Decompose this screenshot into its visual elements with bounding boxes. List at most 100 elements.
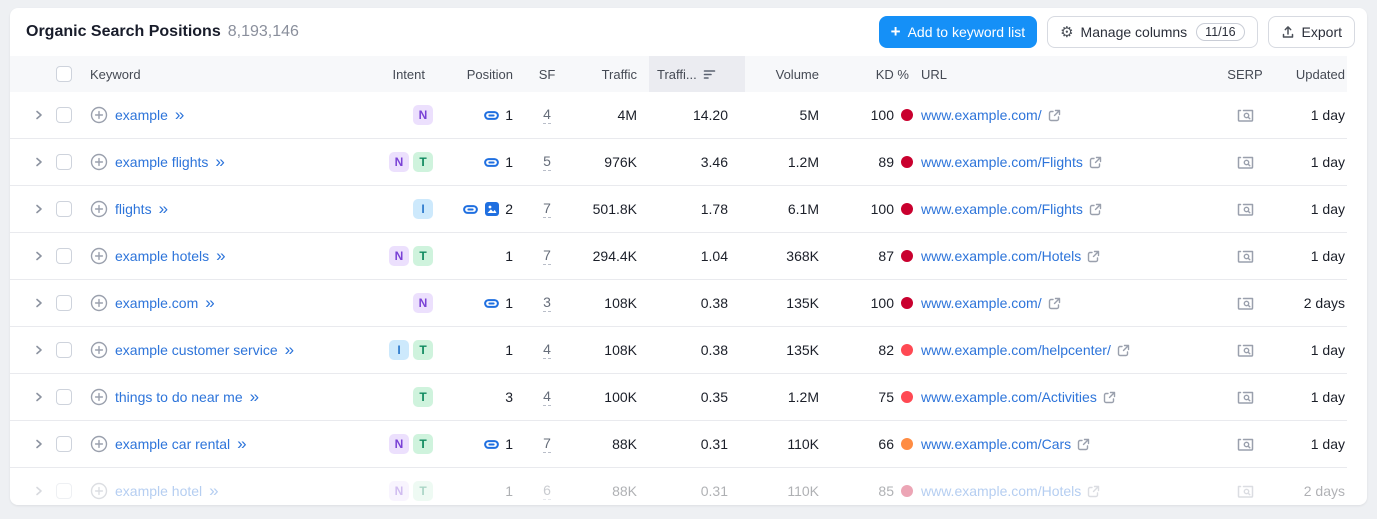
keyword-link[interactable]: example customer service bbox=[115, 342, 278, 358]
expand-chevron-icon[interactable] bbox=[34, 391, 44, 403]
serp-preview-icon[interactable] bbox=[1237, 202, 1254, 217]
expand-chevron-icon[interactable] bbox=[34, 109, 44, 121]
add-keyword-icon[interactable] bbox=[90, 247, 108, 265]
column-header-keyword[interactable]: Keyword bbox=[90, 66, 141, 82]
url-link[interactable]: www.example.com/helpcenter/ bbox=[921, 342, 1111, 358]
row-checkbox[interactable] bbox=[56, 201, 72, 217]
external-link-icon[interactable] bbox=[1117, 344, 1130, 357]
add-keyword-icon[interactable] bbox=[90, 435, 108, 453]
keyword-link[interactable]: things to do near me bbox=[115, 389, 243, 405]
external-link-icon[interactable] bbox=[1087, 485, 1100, 498]
expand-chevron-icon[interactable] bbox=[34, 438, 44, 450]
sf-value[interactable]: 3 bbox=[543, 294, 551, 312]
position-value: 3 bbox=[505, 389, 513, 405]
double-chevron-icon[interactable]: » bbox=[237, 435, 247, 453]
manage-columns-button[interactable]: ⚙ Manage columns 11/16 bbox=[1047, 16, 1258, 48]
kd-dot bbox=[901, 203, 913, 215]
double-chevron-icon[interactable]: » bbox=[284, 341, 295, 359]
double-chevron-icon[interactable]: » bbox=[215, 153, 225, 171]
double-chevron-icon[interactable]: » bbox=[158, 200, 169, 218]
add-keyword-icon[interactable] bbox=[90, 482, 108, 500]
keyword-link[interactable]: example hotel bbox=[115, 483, 203, 499]
add-keyword-icon[interactable] bbox=[90, 106, 108, 124]
keyword-link[interactable]: example car rental bbox=[115, 436, 231, 452]
sf-value[interactable]: 7 bbox=[543, 435, 551, 453]
traffic-percent-value: 0.35 bbox=[700, 389, 728, 405]
external-link-icon[interactable] bbox=[1048, 109, 1061, 122]
add-keyword-icon[interactable] bbox=[90, 200, 108, 218]
sf-value[interactable]: 6 bbox=[543, 482, 551, 500]
sf-value[interactable]: 4 bbox=[543, 388, 551, 406]
add-to-keyword-list-button[interactable]: + Add to keyword list bbox=[878, 16, 1038, 48]
external-link-icon[interactable] bbox=[1087, 250, 1100, 263]
double-chevron-icon[interactable]: » bbox=[249, 388, 260, 406]
double-chevron-icon[interactable]: » bbox=[216, 247, 226, 265]
external-link-icon[interactable] bbox=[1089, 203, 1102, 216]
keyword-link[interactable]: flights bbox=[115, 201, 152, 217]
expand-chevron-icon[interactable] bbox=[34, 297, 44, 309]
column-header-volume[interactable]: Volume bbox=[775, 66, 819, 82]
row-checkbox[interactable] bbox=[56, 389, 72, 405]
serp-preview-icon[interactable] bbox=[1237, 296, 1254, 311]
row-checkbox[interactable] bbox=[56, 483, 72, 499]
select-all-checkbox[interactable] bbox=[56, 66, 72, 82]
row-checkbox[interactable] bbox=[56, 248, 72, 264]
sf-value[interactable]: 7 bbox=[543, 247, 551, 265]
column-header-updated[interactable]: Updated bbox=[1295, 66, 1345, 82]
serp-preview-icon[interactable] bbox=[1237, 343, 1254, 358]
export-button[interactable]: Export bbox=[1267, 16, 1355, 48]
row-checkbox[interactable] bbox=[56, 154, 72, 170]
column-header-intent[interactable]: Intent bbox=[392, 66, 425, 82]
add-keyword-icon[interactable] bbox=[90, 388, 108, 406]
row-checkbox[interactable] bbox=[56, 342, 72, 358]
expand-chevron-icon[interactable] bbox=[34, 485, 44, 497]
serp-preview-icon[interactable] bbox=[1237, 108, 1254, 123]
column-header-traffic-percent[interactable]: Traffi... bbox=[649, 56, 745, 92]
url-link[interactable]: www.example.com/ bbox=[921, 295, 1042, 311]
url-link[interactable]: www.example.com/Flights bbox=[921, 201, 1083, 217]
column-header-url[interactable]: URL bbox=[921, 66, 948, 82]
expand-chevron-icon[interactable] bbox=[34, 250, 44, 262]
serp-preview-icon[interactable] bbox=[1237, 390, 1254, 405]
expand-chevron-icon[interactable] bbox=[34, 344, 44, 356]
row-checkbox[interactable] bbox=[56, 295, 72, 311]
column-header-sf[interactable]: SF bbox=[538, 66, 556, 82]
intent-cell: N bbox=[369, 293, 439, 313]
column-header-serp[interactable]: SERP bbox=[1227, 66, 1263, 82]
url-link[interactable]: www.example.com/Activities bbox=[921, 389, 1097, 405]
add-keyword-icon[interactable] bbox=[90, 341, 108, 359]
sf-value[interactable]: 5 bbox=[543, 153, 551, 171]
external-link-icon[interactable] bbox=[1103, 391, 1116, 404]
serp-preview-icon[interactable] bbox=[1237, 437, 1254, 452]
sf-value[interactable]: 7 bbox=[543, 200, 551, 218]
add-keyword-icon[interactable] bbox=[90, 153, 108, 171]
column-header-kd[interactable]: KD % bbox=[875, 66, 909, 82]
double-chevron-icon[interactable]: » bbox=[174, 106, 185, 124]
serp-preview-icon[interactable] bbox=[1237, 249, 1254, 264]
row-checkbox[interactable] bbox=[56, 436, 72, 452]
column-header-position[interactable]: Position bbox=[466, 66, 513, 82]
column-header-traffic[interactable]: Traffic bbox=[601, 66, 637, 82]
url-link[interactable]: www.example.com/Hotels bbox=[921, 248, 1082, 264]
serp-preview-icon[interactable] bbox=[1237, 484, 1254, 499]
expand-chevron-icon[interactable] bbox=[34, 156, 44, 168]
row-checkbox[interactable] bbox=[56, 107, 72, 123]
url-link[interactable]: www.example.com/Hotels bbox=[921, 483, 1082, 499]
url-link[interactable]: www.example.com/Cars bbox=[921, 436, 1072, 452]
expand-chevron-icon[interactable] bbox=[34, 203, 44, 215]
keyword-link[interactable]: example hotels bbox=[115, 248, 210, 264]
keyword-link[interactable]: example flights bbox=[115, 154, 209, 170]
sf-value[interactable]: 4 bbox=[543, 341, 551, 359]
double-chevron-icon[interactable]: » bbox=[209, 482, 219, 500]
add-keyword-icon[interactable] bbox=[90, 294, 108, 312]
url-link[interactable]: www.example.com/Flights bbox=[921, 154, 1083, 170]
keyword-link[interactable]: example.com bbox=[115, 295, 199, 311]
external-link-icon[interactable] bbox=[1077, 438, 1090, 451]
serp-preview-icon[interactable] bbox=[1237, 155, 1254, 170]
keyword-link[interactable]: example bbox=[115, 107, 168, 123]
double-chevron-icon[interactable]: » bbox=[205, 294, 215, 312]
external-link-icon[interactable] bbox=[1048, 297, 1061, 310]
external-link-icon[interactable] bbox=[1089, 156, 1102, 169]
sf-value[interactable]: 4 bbox=[543, 106, 551, 124]
url-link[interactable]: www.example.com/ bbox=[921, 107, 1042, 123]
